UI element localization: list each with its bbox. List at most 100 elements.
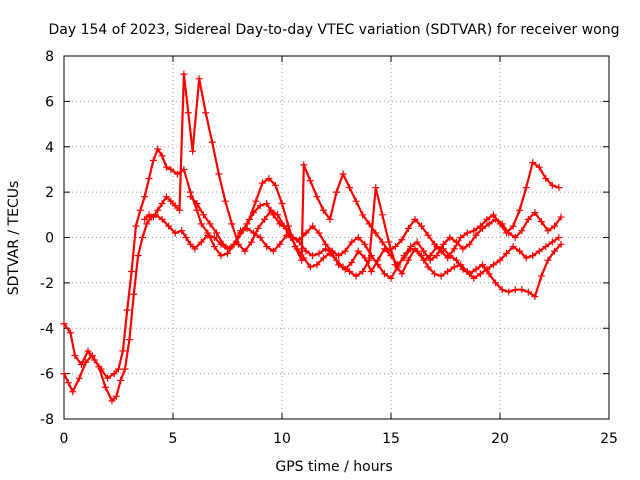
data-point — [470, 227, 478, 235]
data-point — [145, 175, 153, 183]
data-point — [112, 392, 120, 400]
data-point — [380, 270, 388, 278]
data-point — [104, 374, 112, 382]
data-point — [136, 206, 144, 214]
data-point — [101, 383, 109, 391]
data-point — [472, 231, 480, 239]
data-point — [149, 213, 157, 221]
data-point — [265, 175, 273, 183]
data-point — [115, 365, 122, 373]
data-point — [479, 261, 487, 269]
data-point — [117, 376, 125, 384]
data-point — [333, 188, 340, 196]
data-point — [315, 249, 323, 257]
x-tick-label: 20 — [491, 431, 509, 447]
data-point — [278, 199, 286, 207]
data-point — [171, 202, 179, 210]
data-point — [437, 272, 445, 280]
data-point — [60, 320, 68, 328]
data-point — [267, 206, 275, 214]
data-point — [130, 290, 138, 298]
data-point — [215, 170, 223, 178]
data-point — [385, 247, 393, 255]
x-tick-label: 15 — [382, 431, 400, 447]
data-point — [378, 211, 386, 219]
data-point — [470, 274, 478, 282]
data-point — [476, 222, 484, 230]
data-point — [271, 181, 279, 189]
data-point — [452, 256, 460, 264]
data-point — [463, 229, 471, 237]
data-point — [143, 220, 151, 228]
data-point — [503, 249, 511, 257]
data-point — [489, 261, 497, 269]
series-line — [143, 73, 560, 280]
data-point — [319, 254, 327, 262]
data-point — [531, 209, 539, 217]
data-point — [352, 272, 360, 280]
data-point — [326, 215, 334, 223]
data-point — [496, 256, 504, 264]
data-point — [411, 215, 419, 223]
data-point — [171, 229, 179, 237]
data-point — [339, 263, 347, 271]
data-point — [228, 220, 236, 228]
data-point — [378, 238, 386, 246]
data-point — [71, 351, 79, 359]
data-point — [210, 234, 218, 241]
data-point — [548, 238, 556, 246]
series-line — [189, 161, 560, 262]
data-point — [489, 211, 497, 219]
data-point — [518, 227, 526, 235]
data-point — [141, 193, 149, 201]
data-point — [82, 358, 90, 366]
data-point — [123, 306, 131, 314]
data-point — [457, 234, 465, 241]
data-point — [544, 256, 552, 264]
grid-lines — [64, 56, 609, 419]
data-point — [426, 256, 434, 264]
data-point — [132, 222, 140, 230]
data-point — [263, 199, 271, 207]
data-point — [208, 138, 216, 146]
data-point — [537, 272, 545, 280]
data-point — [226, 245, 234, 253]
data-point — [108, 397, 116, 405]
data-point — [346, 268, 354, 276]
data-point — [420, 247, 428, 255]
data-point — [398, 270, 406, 278]
data-point — [483, 265, 491, 273]
data-point — [145, 211, 153, 219]
data-point — [247, 238, 255, 246]
data-point — [424, 231, 432, 239]
data-point — [88, 351, 96, 359]
x-tick-label: 10 — [273, 431, 291, 447]
data-point — [128, 268, 136, 276]
data-point — [359, 268, 367, 276]
data-point — [361, 240, 369, 248]
data-point — [465, 240, 473, 248]
x-axis-label: GPS time / hours — [275, 459, 392, 475]
data-point — [535, 247, 543, 255]
data-point — [195, 75, 203, 83]
data-point — [348, 238, 356, 246]
data-point — [291, 243, 299, 251]
data-point — [450, 245, 458, 253]
data-point — [537, 218, 545, 226]
data-point — [555, 234, 563, 241]
data-point — [158, 215, 166, 223]
y-tick-label: -2 — [40, 276, 54, 292]
data-point — [407, 243, 415, 251]
data-point — [529, 159, 537, 167]
data-point — [352, 197, 360, 205]
data-point — [341, 247, 349, 255]
data-point — [385, 238, 393, 246]
series-day-4 — [186, 159, 563, 264]
data-point — [245, 215, 253, 223]
y-tick-label: -6 — [40, 367, 54, 383]
data-point — [158, 152, 166, 160]
data-point — [186, 240, 194, 248]
data-point — [557, 240, 565, 248]
data-point — [531, 292, 539, 300]
